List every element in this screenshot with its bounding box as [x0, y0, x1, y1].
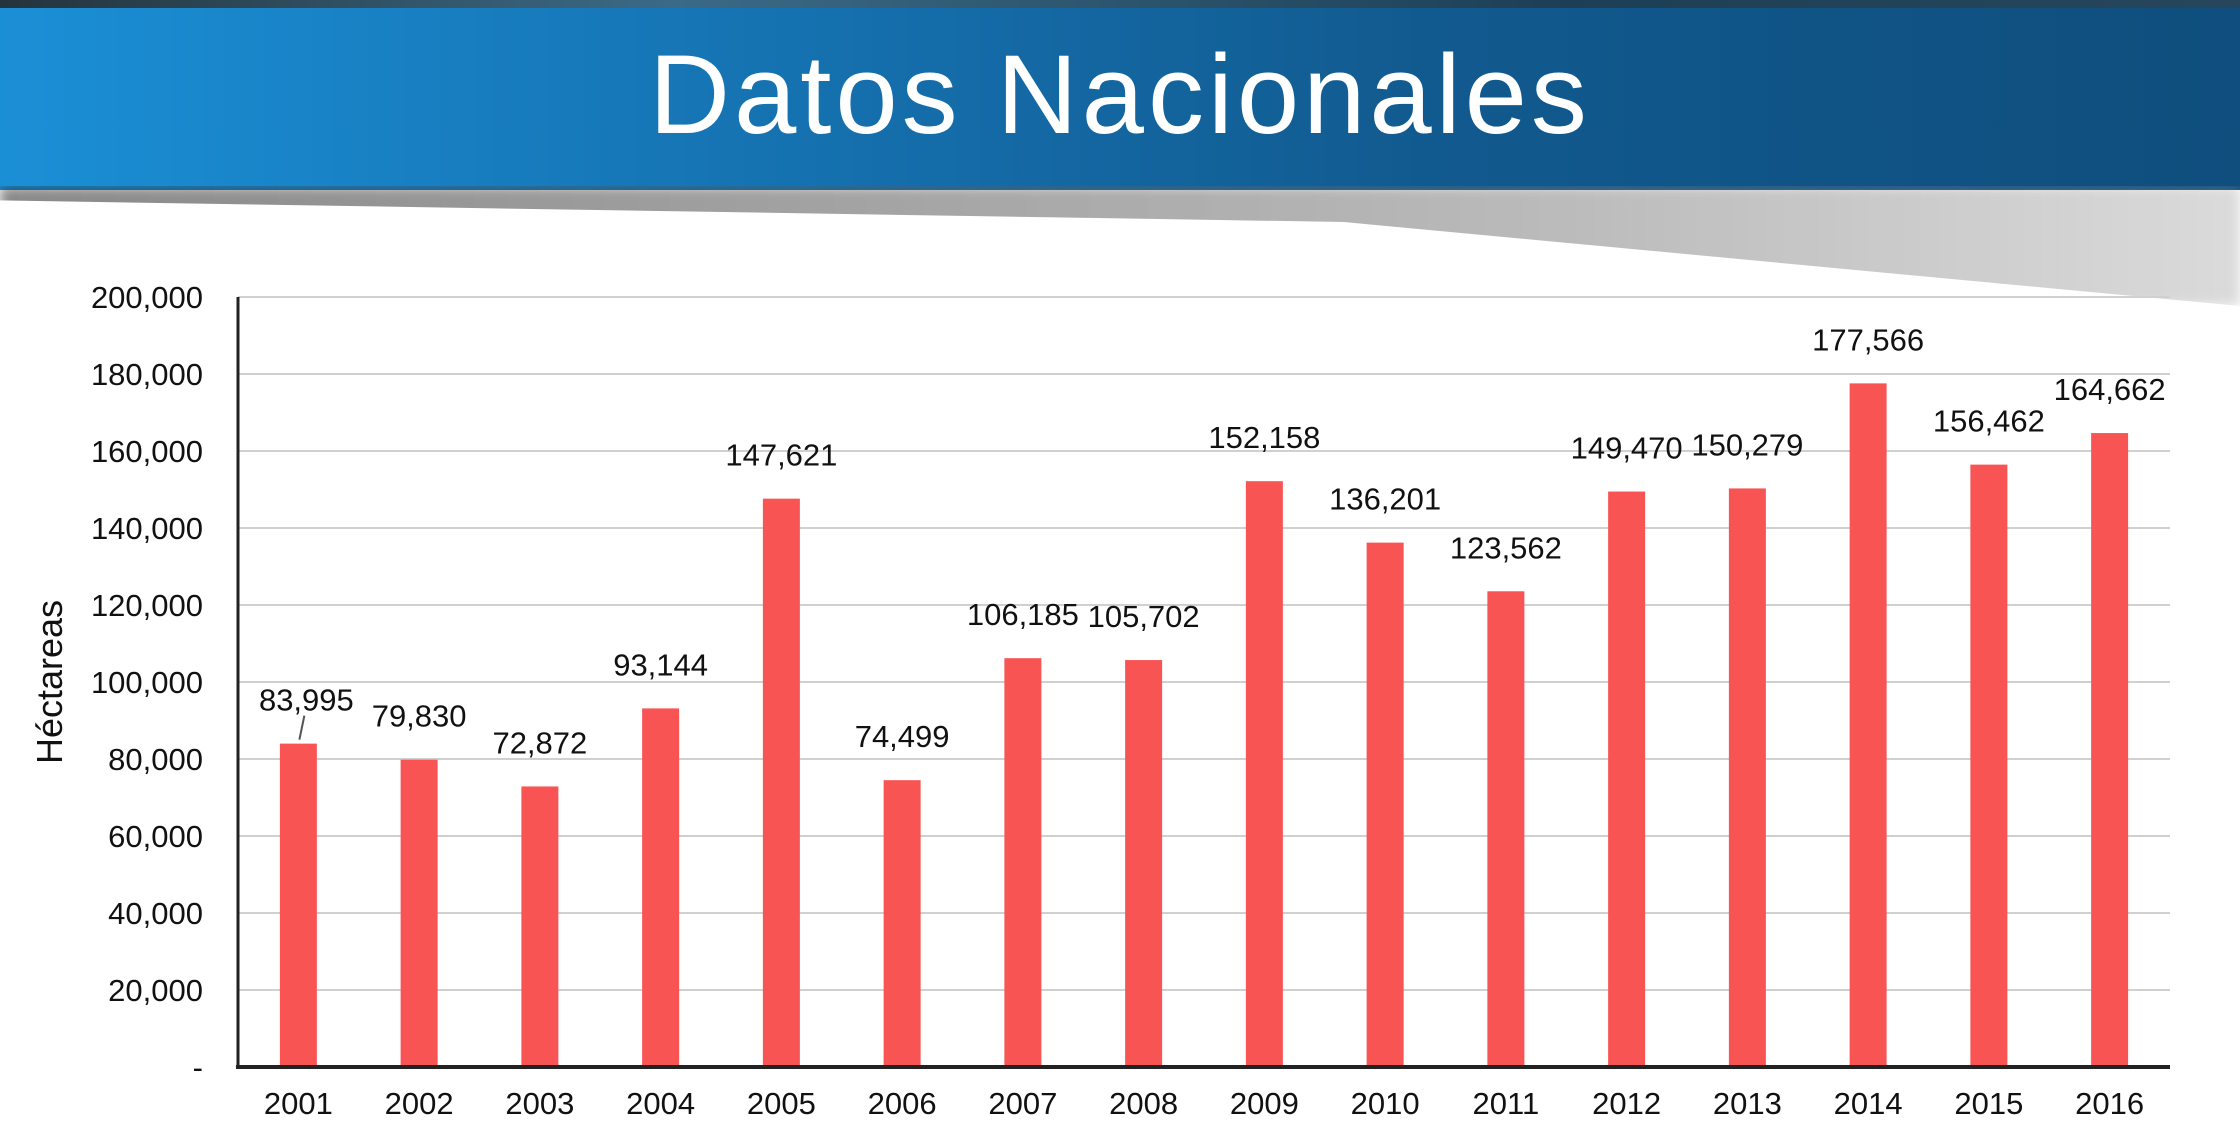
y-tick-label: 140,000 [91, 511, 203, 546]
y-tick-label: 40,000 [108, 896, 203, 931]
x-tick-label: 2008 [1109, 1086, 1178, 1121]
page-title: Datos Nacionales [649, 32, 1591, 157]
bar-2007 [1004, 658, 1042, 1067]
data-label-2013: 150,279 [1691, 427, 1803, 462]
y-tick-label: 20,000 [108, 973, 203, 1008]
bar-2009 [1245, 481, 1283, 1067]
y-tick-label: - [193, 1050, 203, 1085]
bar-2008 [1125, 660, 1163, 1067]
y-tick-label: 100,000 [91, 665, 203, 700]
data-label-2012: 149,470 [1571, 431, 1683, 466]
y-tick-label: 120,000 [91, 588, 203, 623]
x-tick-label: 2005 [747, 1086, 816, 1121]
data-label-2011: 123,562 [1450, 530, 1562, 565]
bar-2004 [642, 708, 680, 1067]
gridlines [238, 296, 2170, 991]
header-banner [0, 0, 2240, 190]
y-tick-label: 200,000 [91, 280, 203, 315]
y-tick-label: 160,000 [91, 434, 203, 469]
label-leader-line [298, 715, 306, 740]
x-tick-label: 2011 [1473, 1086, 1540, 1121]
x-axis-ticks: 2001 2002 2003 2004 2005 2006 2007 2008 2009 2010… [264, 1086, 2144, 1121]
bar-2013 [1728, 488, 1766, 1067]
data-label-2004: 93,144 [613, 647, 708, 682]
bar-2005 [762, 498, 800, 1067]
data-labels: 83,995 79,830 72,872 93,144 147,621 74,499 106… [259, 322, 2166, 760]
data-label-2014: 177,566 [1812, 322, 1924, 357]
y-tick-label: 60,000 [108, 819, 203, 854]
x-tick-label: 2015 [1954, 1086, 2023, 1121]
data-label-2010: 136,201 [1329, 482, 1441, 517]
data-label-2002: 79,830 [372, 699, 467, 734]
bar-2006 [883, 780, 921, 1067]
bar-2016 [2091, 433, 2129, 1068]
header-top-strip [0, 0, 2240, 8]
x-tick-label: 2004 [626, 1086, 695, 1121]
y-axis-label: Héctareas [29, 600, 70, 764]
x-tick-label: 2002 [385, 1086, 454, 1121]
bar-2001 [279, 743, 317, 1067]
bar-2002 [400, 759, 438, 1067]
y-axis-ticks: - 20,000 40,000 60,000 80,000 100,000 120,000 1… [91, 280, 203, 1085]
data-label-2009: 152,158 [1208, 420, 1320, 455]
bar-2010 [1366, 542, 1404, 1067]
x-tick-label: 2010 [1351, 1086, 1420, 1121]
bar-2014 [1849, 383, 1887, 1067]
x-tick-label: 2006 [868, 1086, 937, 1121]
bar-2011 [1487, 591, 1525, 1067]
x-tick-label: 2001 [264, 1086, 333, 1121]
data-label-2016: 164,662 [2054, 372, 2166, 407]
bar-2015 [1970, 464, 2008, 1067]
data-label-2006: 74,499 [855, 719, 950, 754]
x-tick-label: 2003 [505, 1086, 574, 1121]
x-tick-label: 2013 [1713, 1086, 1782, 1121]
data-label-2007: 106,185 [967, 597, 1079, 632]
x-tick-label: 2012 [1592, 1086, 1661, 1121]
data-label-2001: 83,995 [259, 683, 354, 718]
y-tick-label: 80,000 [108, 742, 203, 777]
data-label-2008: 105,702 [1088, 599, 1200, 634]
x-tick-label: 2007 [988, 1086, 1057, 1121]
y-tick-label: 180,000 [91, 357, 203, 392]
data-label-2003: 72,872 [492, 725, 587, 760]
bar-2012 [1608, 491, 1646, 1067]
data-label-2005: 147,621 [725, 438, 837, 473]
data-label-2015: 156,462 [1933, 404, 2045, 439]
bar-2003 [521, 786, 559, 1067]
x-tick-label: 2016 [2075, 1086, 2144, 1121]
x-tick-label: 2009 [1230, 1086, 1299, 1121]
bars [279, 383, 2129, 1068]
x-tick-label: 2014 [1834, 1086, 1903, 1121]
